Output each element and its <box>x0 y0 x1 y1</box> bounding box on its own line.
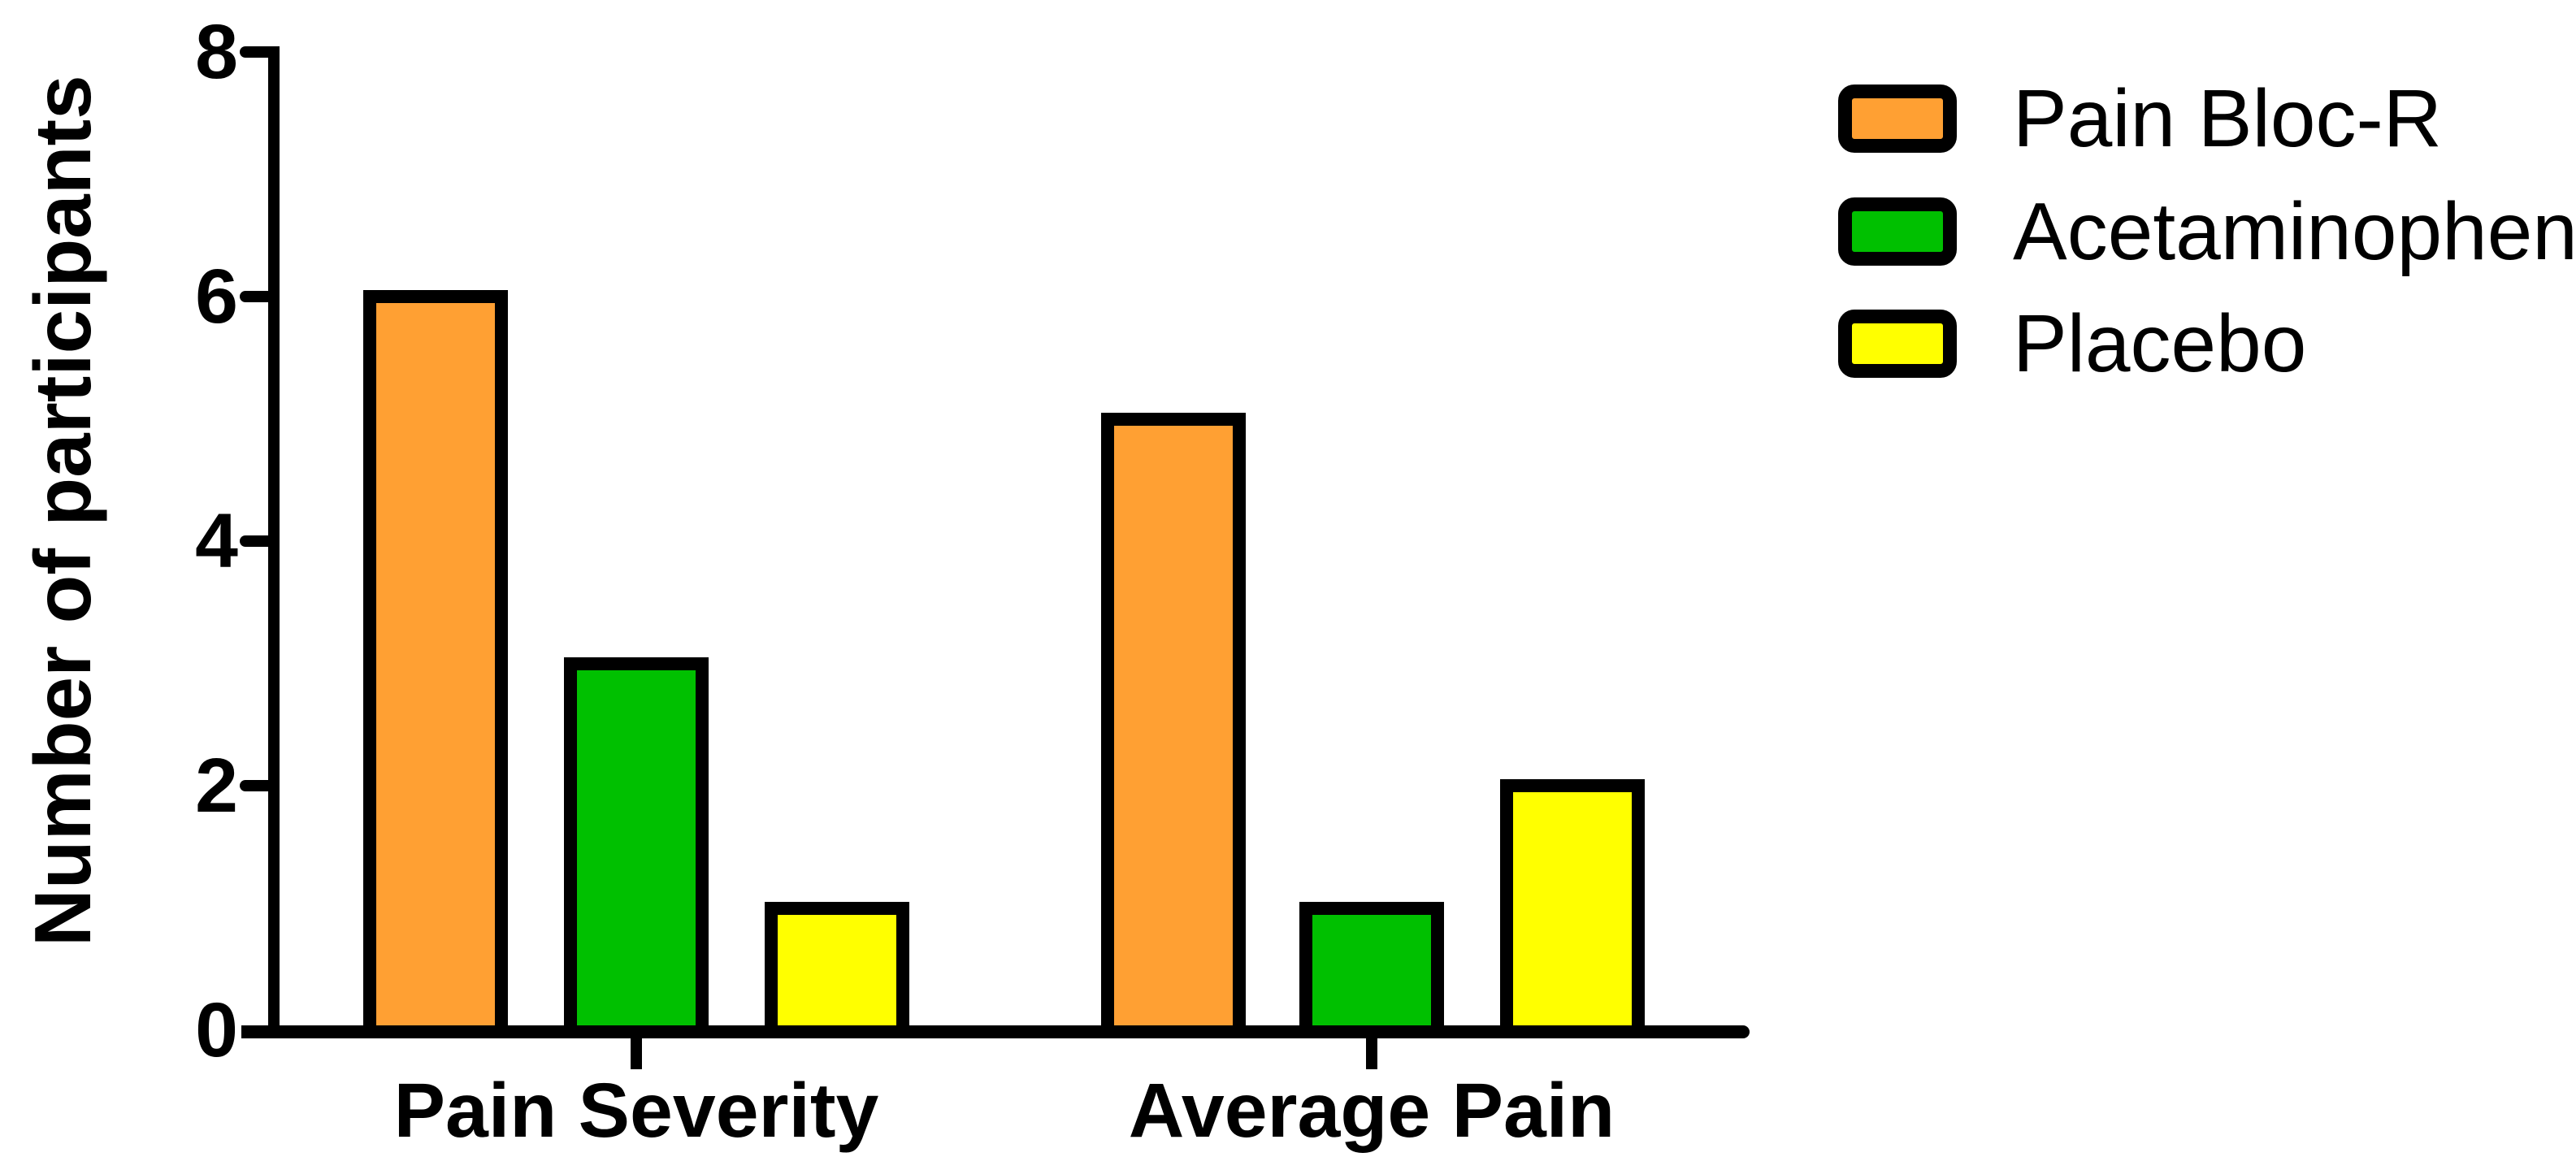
x-category-label: Average Pain <box>1128 1068 1615 1154</box>
legend-swatch-acetaminophen <box>1838 197 1957 266</box>
y-tick-label: 0 <box>195 987 238 1073</box>
y-axis-title: Number of participants <box>18 75 107 947</box>
x-tick-mark-pain-severity <box>631 1038 642 1069</box>
y-tick-mark-2 <box>240 780 272 791</box>
legend-swatch-placebo <box>1838 310 1957 378</box>
y-tick-mark-6 <box>240 291 272 302</box>
legend-label: Placebo <box>2013 298 2307 389</box>
y-tick-mark-8 <box>240 46 272 58</box>
legend-label: Acetaminophen <box>2013 186 2576 277</box>
x-tick-mark-average-pain <box>1366 1038 1377 1069</box>
legend-swatch-pain-bloc-r <box>1838 84 1957 153</box>
y-tick-label: 6 <box>195 254 238 340</box>
bar-acetaminophen-average-pain <box>1299 902 1444 1038</box>
y-tick-label: 2 <box>195 743 238 829</box>
bar-placebo-average-pain <box>1500 779 1645 1038</box>
bar-placebo-pain-severity <box>765 902 909 1038</box>
legend-label: Pain Bloc-R <box>2013 73 2442 164</box>
bar-acetaminophen-pain-severity <box>564 657 709 1038</box>
y-tick-mark-4 <box>240 535 272 547</box>
bar-pain-bloc-r-pain-severity <box>363 290 508 1038</box>
y-tick-label: 8 <box>195 9 238 95</box>
x-category-label: Pain Severity <box>393 1068 879 1154</box>
bar-pain-bloc-r-average-pain <box>1101 413 1246 1038</box>
y-tick-label: 4 <box>195 498 238 584</box>
